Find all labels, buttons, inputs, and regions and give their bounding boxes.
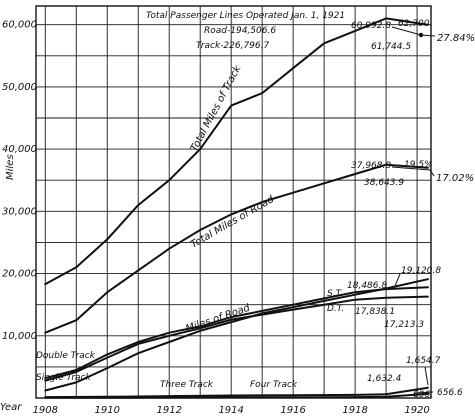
chart-title: Total Passenger Lines Operated Jan. 1, 1… — [146, 11, 345, 51]
y-tick-20000: 20,000 — [2, 269, 37, 280]
four-track-value: 656.6 — [437, 388, 463, 398]
value-annotations: 60,992.8 62,700. 61,744.5 27.84% 37,968.… — [347, 19, 475, 400]
double-track-value: 17,838.1 — [355, 307, 395, 317]
series-line-four-track — [44, 392, 429, 399]
total-track-label: Total Miles of Track — [189, 63, 244, 153]
road-pct: 17.02% — [436, 173, 474, 184]
single-track-alt-value: 18,486.8 — [347, 281, 387, 291]
series-line-miles-of-road — [44, 286, 429, 380]
y-tick-30000: 30,000 — [2, 206, 37, 217]
double-track-label: Double Track — [36, 351, 96, 361]
y-tick-10000: 10,000 — [2, 331, 37, 342]
series-line-total-miles-of-track — [44, 17, 429, 286]
single-track-label: Single Track — [36, 373, 91, 383]
title-line-3: Track-226,796.7 — [196, 41, 270, 51]
x-tick-1912: 1912 — [156, 405, 181, 416]
four-track-label: Four Track — [250, 380, 298, 390]
series-labels: Total Miles of Track Total Miles of Road… — [36, 63, 344, 390]
three-track-label: Three Track — [160, 380, 214, 390]
three-pointer — [424, 366, 429, 386]
x-tick-1908: 1908 — [33, 405, 58, 416]
track-low-value: 61,744.5 — [371, 42, 411, 52]
title-line-2: Road-194,506.6 — [204, 26, 276, 36]
series-line-total-miles-of-road — [44, 163, 429, 334]
single-track-value: 19,120.8 — [401, 266, 441, 276]
four-track-alt-value: 696. — [413, 390, 433, 400]
track-pct: 27.84% — [437, 33, 475, 44]
road-top-value: 37,968.8 — [351, 161, 391, 171]
y-tick-50000: 50,000 — [2, 82, 37, 93]
tick-layer: 1908 1910 1912 1914 1916 1918 1920 10,000 20,000… — [2, 20, 430, 416]
y-tick-60000: 60,000 — [2, 20, 37, 31]
three-track-alt-value: 1,632.4 — [367, 374, 402, 384]
track-top-right-value: 62,700. — [398, 19, 432, 29]
road-right-value: 19.5% — [404, 160, 433, 170]
x-tick-1920: 1920 — [404, 405, 429, 416]
st-label: S.T. — [327, 289, 343, 299]
x-axis-label: Year — [0, 402, 22, 413]
single-pointer — [394, 273, 401, 287]
three-track-value: 1,654.7 — [406, 356, 441, 366]
x-tick-1918: 1918 — [342, 405, 367, 416]
dt-label: D.T. — [327, 304, 344, 314]
four-pointer — [414, 391, 434, 394]
x-tick-1914: 1914 — [218, 405, 243, 416]
series-line-double-track — [44, 295, 429, 382]
title-line-1: Total Passenger Lines Operated Jan. 1, 1… — [146, 11, 345, 21]
y-tick-40000: 40,000 — [2, 144, 37, 155]
track-top-value: 60,992.8 — [351, 21, 391, 31]
track-marker — [418, 32, 424, 38]
x-tick-1910: 1910 — [95, 405, 120, 416]
road-pointer — [391, 166, 435, 177]
annotation-pointers — [391, 26, 436, 394]
double-track-alt-value: 17,213.3 — [384, 320, 424, 330]
series-layer — [44, 17, 429, 399]
road-low-value: 38,643.9 — [364, 178, 404, 188]
series-line-single-track — [44, 278, 429, 392]
y-axis-label: Miles — [5, 154, 16, 180]
x-tick-1916: 1916 — [280, 405, 305, 416]
series-line-three-track — [44, 386, 429, 399]
